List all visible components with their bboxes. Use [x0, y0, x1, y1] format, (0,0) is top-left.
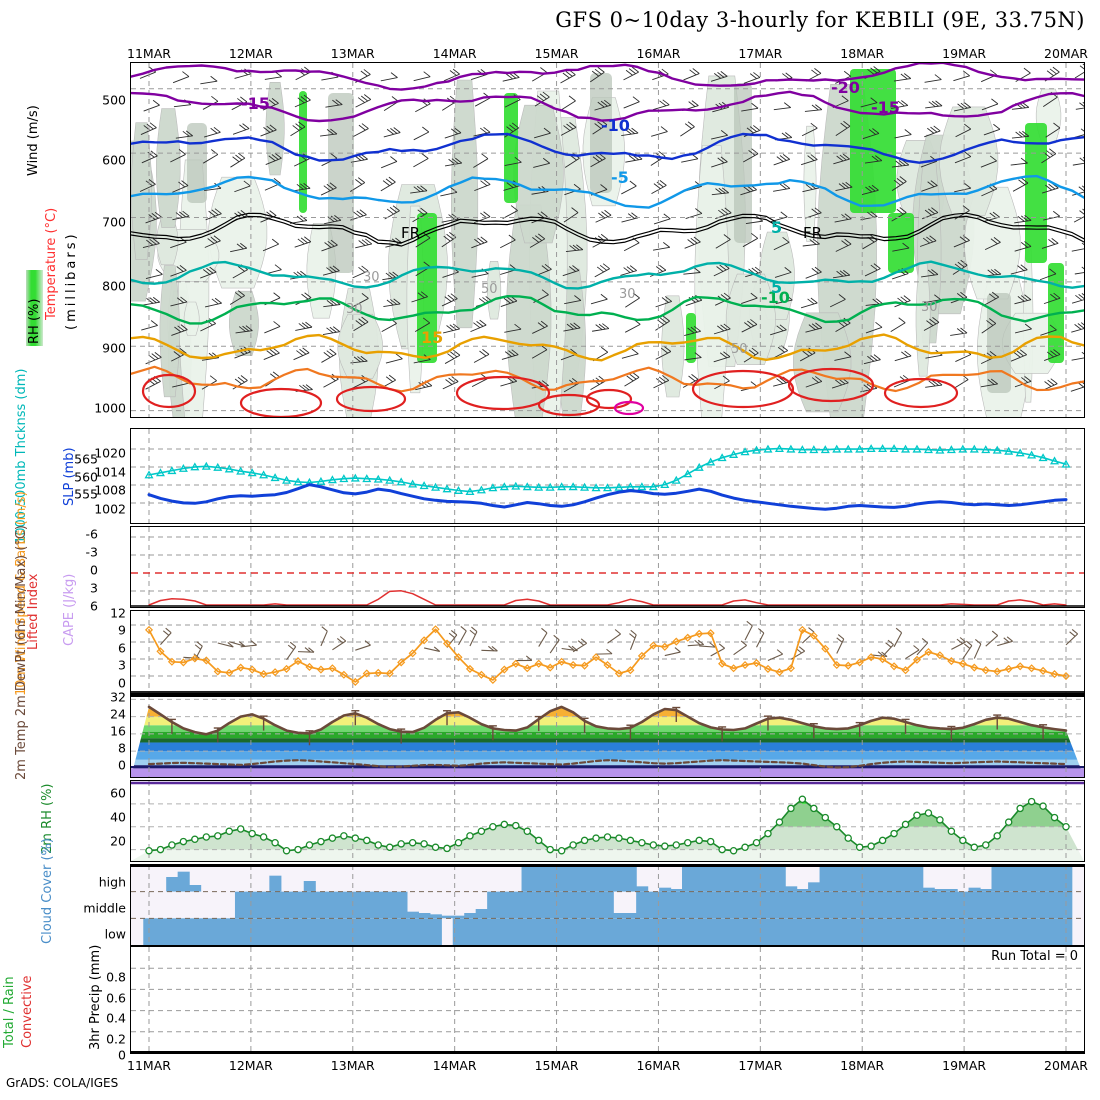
wind-10m-panel: [130, 610, 1085, 694]
axis-tick-label: 560: [74, 469, 98, 485]
page-title: GFS 0~10day 3-hourly for KEBILI (9E, 33.…: [555, 8, 1085, 32]
wind-axis-label: Wind (m/s): [26, 105, 41, 176]
axis-tick-label: 6: [90, 598, 98, 614]
axis-tick-label: 0.6: [106, 990, 126, 1006]
top-date-label: 14MAR: [432, 46, 477, 61]
axis-tick-label: 555: [74, 486, 98, 502]
axis-tick-label: 565: [74, 451, 98, 467]
svg-text:50: 50: [731, 342, 748, 357]
svg-text:FR: FR: [401, 224, 420, 242]
precip-3hr-panel: Run Total = 0: [130, 946, 1085, 1054]
svg-text:30: 30: [921, 300, 938, 315]
axis-tick-label: 24: [110, 706, 126, 722]
top-date-label: 11MAR: [127, 46, 171, 61]
axis-tick-label: 1020: [94, 445, 126, 461]
axis-tick-label: 60: [110, 785, 126, 801]
axis-tick-label: 1000: [94, 400, 126, 416]
cape-axis-label: CAPE (J/kg): [62, 573, 77, 646]
axis-tick-label: middle: [83, 900, 126, 916]
axis-tick-label: 800: [102, 278, 126, 294]
axis-tick-label: 9: [118, 622, 126, 638]
temperature-axis-label: Temperature (°C): [44, 207, 59, 320]
cloud-cover-panel: [130, 864, 1085, 946]
svg-text:5: 5: [771, 278, 782, 297]
top-date-label: 17MAR: [738, 46, 783, 61]
axis-tick-label: 32: [110, 689, 126, 705]
bottom-date-label: 17MAR: [738, 1058, 783, 1073]
axis-tick-label: 0.2: [106, 1031, 126, 1047]
axis-tick-label: 0.8: [106, 969, 126, 985]
bottom-date-label: 11MAR: [127, 1058, 171, 1073]
svg-text:30: 30: [346, 302, 363, 317]
svg-text:-10: -10: [601, 116, 630, 135]
axis-tick-label: 0: [118, 675, 126, 691]
top-date-label: 18MAR: [840, 46, 885, 61]
axis-tick-label: 0.4: [106, 1010, 126, 1026]
top-date-label: 20MAR: [1044, 46, 1088, 61]
run-total-annotation: Run Total = 0: [991, 949, 1078, 964]
axis-tick-label: high: [98, 874, 126, 890]
pressure-axis-label: (millibars): [64, 231, 79, 330]
svg-text:-15: -15: [871, 98, 900, 117]
axis-tick-label: 1008: [94, 482, 126, 498]
svg-text:-15: -15: [241, 94, 270, 113]
axis-tick-label: 500: [102, 92, 126, 108]
precip-axis-label: 3hr Precip (mm): [88, 944, 103, 1050]
bottom-date-label: 12MAR: [228, 1058, 273, 1073]
axis-tick-label: 40: [110, 809, 126, 825]
axis-tick-label: -6: [85, 526, 98, 542]
axis-tick-label: 600: [102, 152, 126, 168]
axis-tick-label: 1014: [94, 464, 126, 480]
axis-tick-label: 0: [118, 1047, 126, 1063]
bottom-date-label: 18MAR: [840, 1058, 885, 1073]
rh-2m-panel: [130, 780, 1085, 862]
svg-text:30: 30: [619, 287, 636, 302]
axis-tick-label: 0: [90, 562, 98, 578]
temp2m-axis-label: 2m Temp 2m DewPt (6hr Min/Max) (°C): [14, 525, 29, 780]
top-date-label: 16MAR: [636, 46, 681, 61]
svg-text:15: 15: [421, 328, 443, 347]
svg-text:FR: FR: [803, 224, 822, 242]
axis-tick-label: low: [104, 926, 126, 942]
slp-thickness-panel: [130, 428, 1085, 524]
axis-tick-label: 12: [110, 605, 126, 621]
bottom-date-label: 15MAR: [534, 1058, 579, 1073]
svg-text:30: 30: [363, 270, 380, 285]
footer-credit: GrADS: COLA/IGES: [6, 1076, 119, 1090]
axis-tick-label: 8: [118, 740, 126, 756]
top-date-label: 12MAR: [228, 46, 273, 61]
axis-tick-label: -3: [85, 544, 98, 560]
svg-text:-5: -5: [611, 168, 629, 187]
axis-tick-label: 3: [118, 657, 126, 673]
top-date-label: 15MAR: [534, 46, 579, 61]
top-date-label: 13MAR: [330, 46, 375, 61]
axis-tick-label: 700: [102, 214, 126, 230]
bottom-date-label: 14MAR: [432, 1058, 477, 1073]
svg-text:-10: -10: [761, 288, 790, 307]
axis-tick-label: 6: [118, 640, 126, 656]
axis-tick-label: 0: [118, 757, 126, 773]
bottom-date-label: 16MAR: [636, 1058, 681, 1073]
axis-tick-label: 900: [102, 340, 126, 356]
axis-tick-label: 16: [110, 723, 126, 739]
precip-convective-label: Convective: [20, 975, 35, 1048]
bottom-date-label: 20MAR: [1044, 1058, 1088, 1073]
axis-tick-label: 20: [110, 833, 126, 849]
axis-tick-label: 3: [90, 580, 98, 596]
upper-air-cross-section-panel: 30 50 30 50 30 30 -20 -15 -15 -10 -5 -10 5 5 15 FR FR: [130, 62, 1085, 418]
axis-tick-label: 1002: [94, 501, 126, 517]
bottom-date-label: 19MAR: [942, 1058, 987, 1073]
svg-text:-20: -20: [831, 78, 860, 97]
cloud-axis-label: Cloud Cover (%): [40, 838, 55, 944]
top-date-label: 19MAR: [942, 46, 987, 61]
temp-dewpt-2m-panel: [130, 694, 1085, 778]
bottom-date-label: 13MAR: [330, 1058, 375, 1073]
rh-axis-label: RH (%): [26, 270, 43, 346]
precip-total-rain-label: Total / Rain: [2, 976, 17, 1048]
lifted-index-cape-panel: [130, 526, 1085, 608]
svg-text:50: 50: [481, 282, 498, 297]
svg-text:5: 5: [771, 218, 782, 237]
